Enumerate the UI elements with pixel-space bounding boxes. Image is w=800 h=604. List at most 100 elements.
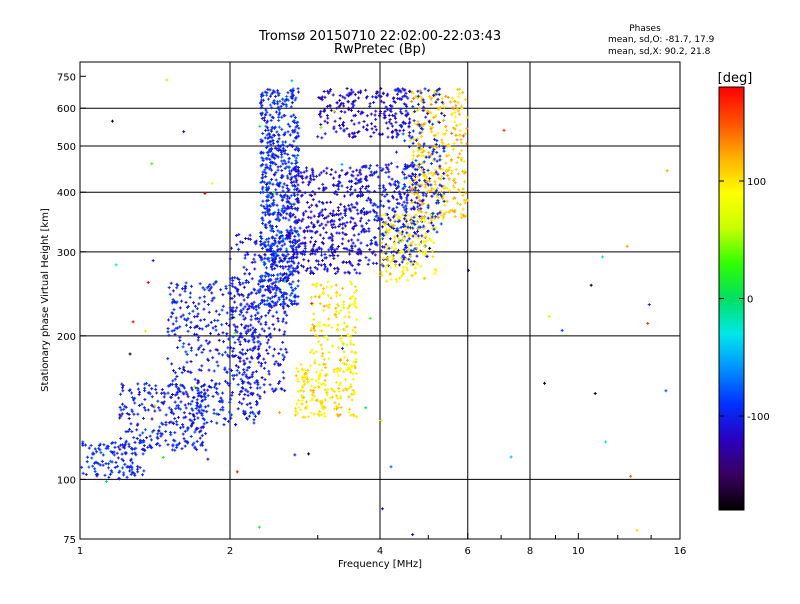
data-point	[197, 368, 201, 372]
data-point	[296, 206, 300, 210]
data-point	[256, 411, 260, 415]
data-point	[250, 356, 254, 360]
data-point	[348, 166, 352, 170]
data-point	[296, 279, 300, 283]
data-point	[221, 304, 225, 308]
data-point	[186, 369, 190, 373]
data-point	[256, 381, 260, 385]
data-point	[185, 318, 189, 322]
data-point	[122, 473, 126, 477]
data-point	[110, 460, 114, 464]
data-point	[197, 335, 201, 339]
data-point	[263, 213, 267, 217]
data-point	[279, 164, 283, 168]
data-point	[196, 405, 200, 409]
data-point	[285, 313, 289, 317]
data-point	[378, 110, 382, 114]
data-point	[426, 168, 430, 172]
data-point	[279, 104, 283, 108]
data-point	[202, 418, 206, 422]
data-point	[126, 430, 130, 434]
data-point	[395, 198, 399, 202]
data-point	[456, 100, 460, 104]
data-point	[285, 145, 289, 149]
data-point	[376, 175, 380, 179]
data-point	[460, 156, 464, 160]
data-point	[184, 406, 188, 410]
data-point	[341, 303, 345, 307]
data-point	[150, 162, 154, 166]
data-point	[350, 398, 354, 402]
data-point	[311, 323, 315, 327]
data-point	[458, 122, 462, 126]
data-point	[222, 340, 226, 344]
data-point	[94, 450, 98, 454]
data-point	[360, 230, 364, 234]
data-point	[257, 340, 261, 344]
data-point	[164, 413, 168, 417]
data-point	[273, 362, 277, 366]
data-point	[248, 411, 252, 415]
data-point	[277, 115, 281, 119]
data-point	[130, 452, 134, 456]
data-point	[125, 475, 129, 479]
data-point	[299, 362, 303, 366]
data-point	[119, 414, 123, 418]
data-point	[243, 305, 247, 309]
data-point	[294, 287, 298, 291]
data-point	[143, 408, 147, 412]
data-point	[188, 295, 192, 299]
data-point	[124, 405, 128, 409]
data-point	[206, 323, 210, 327]
data-point	[322, 357, 326, 361]
data-point	[440, 97, 444, 101]
data-point	[228, 306, 232, 310]
data-point	[189, 348, 193, 352]
data-point	[385, 279, 389, 283]
data-point	[438, 154, 442, 158]
data-point	[170, 329, 174, 333]
data-point	[238, 293, 242, 297]
data-point	[236, 289, 240, 293]
data-point	[172, 369, 176, 373]
data-point	[390, 177, 394, 181]
data-point	[169, 395, 173, 399]
y-tick-label: 200	[57, 332, 76, 343]
data-point	[287, 260, 291, 264]
data-point	[217, 382, 221, 386]
data-point	[206, 303, 210, 307]
data-point	[289, 225, 293, 229]
data-point	[236, 407, 240, 411]
data-point	[167, 286, 171, 290]
data-point	[248, 402, 252, 406]
data-point	[418, 106, 422, 110]
data-point	[207, 368, 211, 372]
data-point	[341, 231, 345, 235]
data-point	[193, 445, 197, 449]
data-point	[189, 402, 193, 406]
data-point	[281, 97, 285, 101]
data-point	[347, 410, 351, 414]
data-point	[342, 104, 346, 108]
x-tick-label: 10	[572, 546, 585, 557]
data-point	[173, 300, 177, 304]
data-point	[317, 262, 321, 266]
data-point	[411, 141, 415, 145]
data-point	[108, 472, 112, 476]
data-point	[241, 307, 245, 311]
data-point	[269, 118, 273, 122]
data-point	[392, 190, 396, 194]
data-point	[192, 301, 196, 305]
data-point	[331, 209, 335, 213]
data-point	[461, 193, 465, 197]
data-point	[324, 366, 328, 370]
data-point	[289, 285, 293, 289]
data-point	[322, 226, 326, 230]
data-point	[290, 161, 294, 165]
data-point	[318, 302, 322, 306]
colorbar-unit-label: [deg]	[718, 71, 753, 86]
data-point	[430, 249, 434, 253]
data-point	[198, 436, 202, 440]
data-point	[259, 342, 263, 346]
data-point	[175, 391, 179, 395]
